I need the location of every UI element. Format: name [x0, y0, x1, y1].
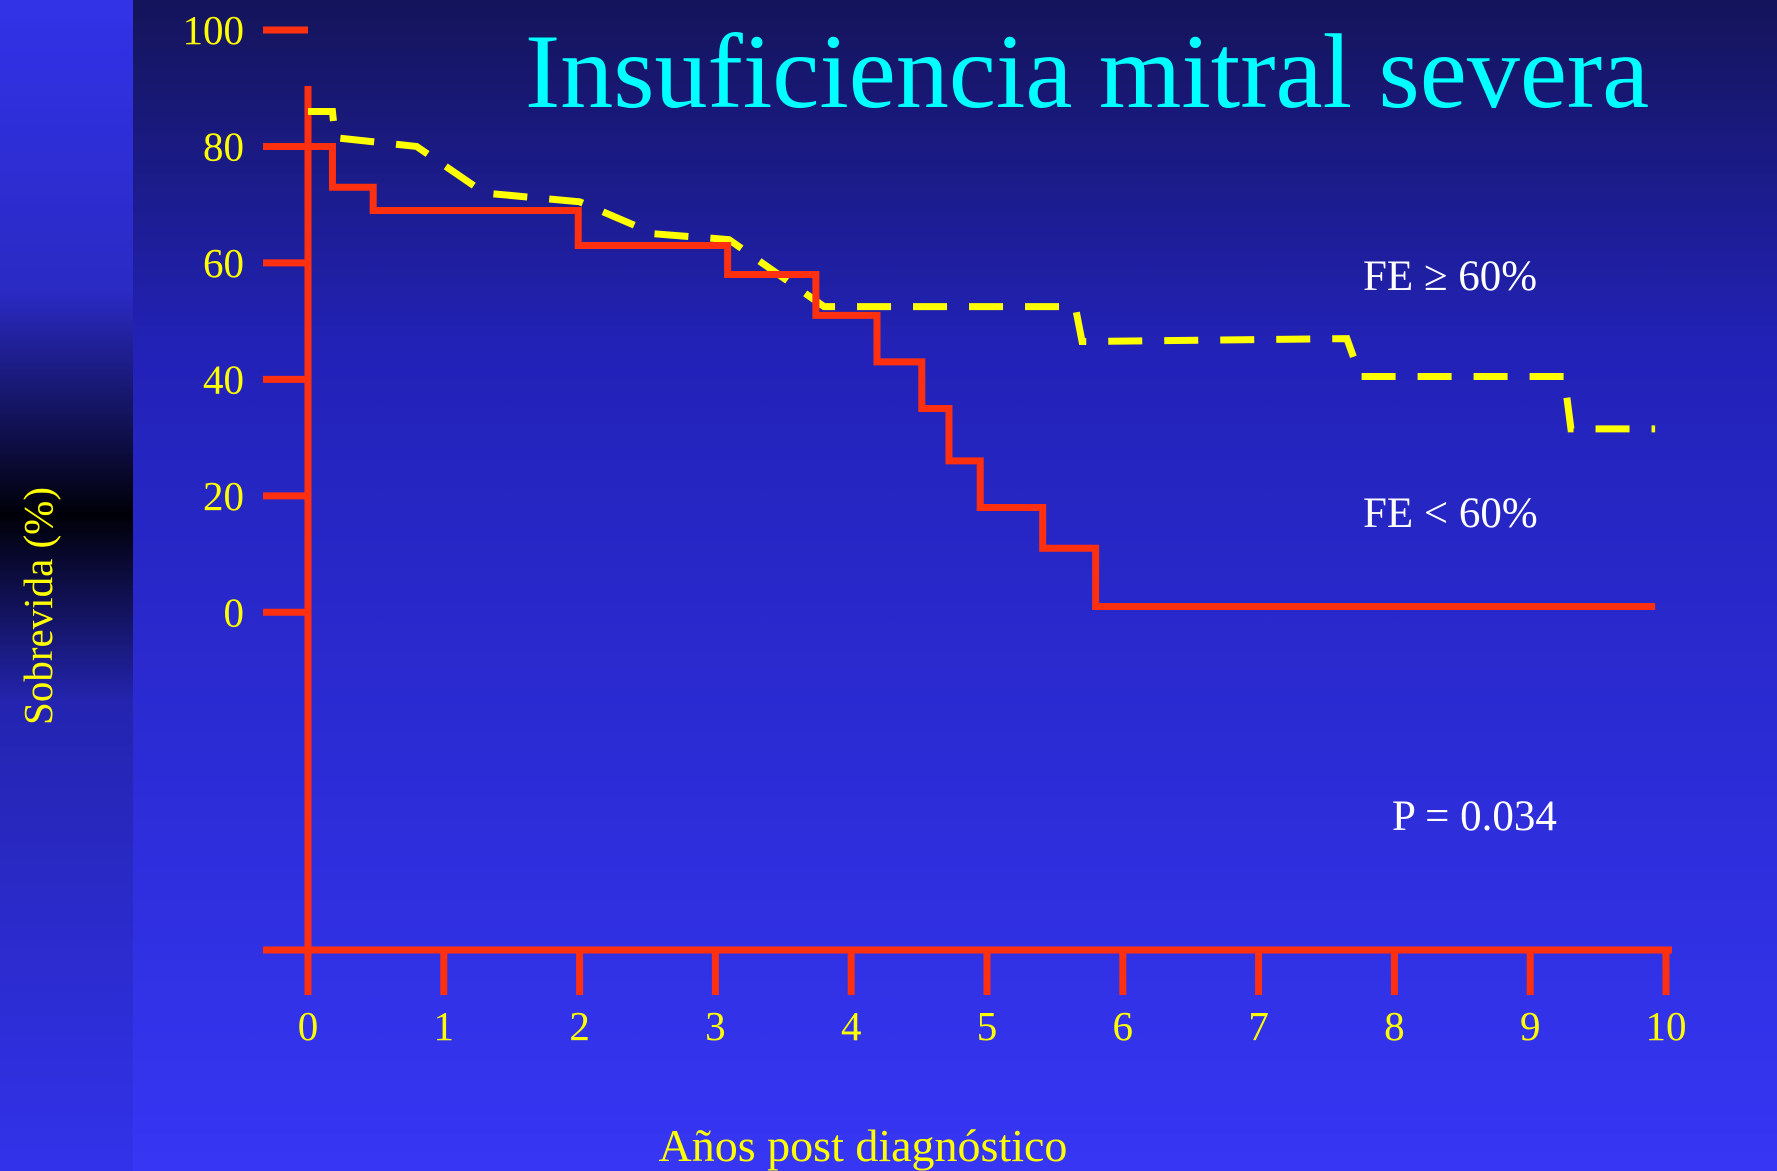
x-tick-label: 3: [705, 1003, 726, 1049]
curve-label: FE ≥ 60%: [1363, 253, 1537, 300]
x-tick-label: 5: [977, 1003, 998, 1049]
y-tick-label: 100: [183, 7, 245, 53]
x-tick-label: 1: [434, 1003, 455, 1049]
x-tick-label: 9: [1520, 1003, 1541, 1049]
x-tick-label: 8: [1384, 1003, 1405, 1049]
x-tick-label: 7: [1248, 1003, 1269, 1049]
x-tick-label: 4: [841, 1003, 862, 1049]
x-tick-label: 2: [569, 1003, 590, 1049]
y-axis-label: Sobrevida (%): [15, 487, 61, 725]
y-tick-label: 80: [203, 123, 244, 169]
curve-label: FE < 60%: [1363, 490, 1538, 537]
chart-title: Insuficiencia mitral severa: [525, 13, 1649, 130]
y-tick-label: 20: [203, 473, 244, 519]
survival-curve: [308, 142, 1656, 610]
side-band: [0, 0, 133, 1171]
y-tick-label: 0: [224, 589, 245, 635]
y-tick-label: 60: [203, 240, 244, 286]
x-axis-label: Años post diagnóstico: [659, 1120, 1068, 1171]
x-tick-label: 6: [1113, 1003, 1134, 1049]
p-value: P = 0.034: [1392, 793, 1557, 840]
x-tick-label: 0: [298, 1003, 319, 1049]
x-tick-label: 10: [1646, 1003, 1687, 1049]
y-tick-label: 40: [203, 356, 244, 402]
